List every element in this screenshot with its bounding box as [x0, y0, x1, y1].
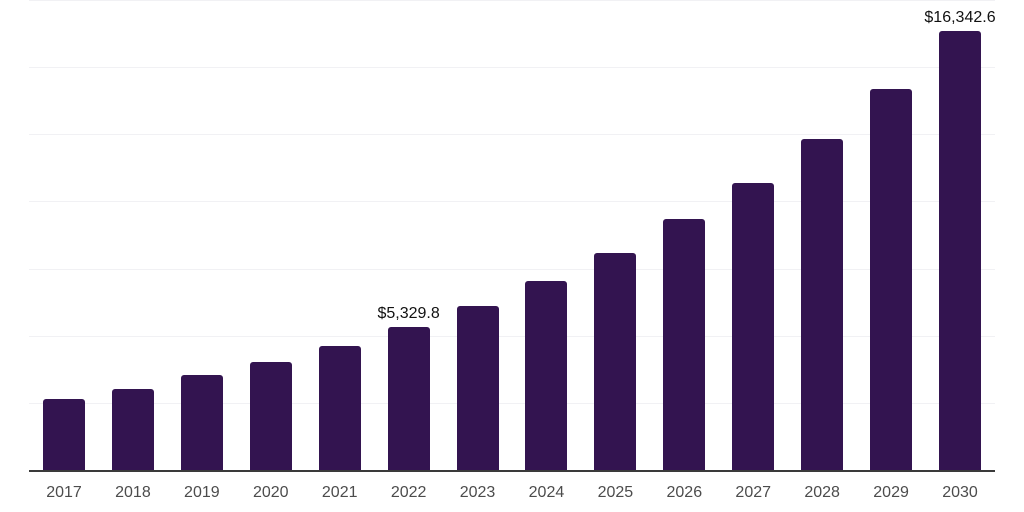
bar-value-label-2030: $16,342.6 — [924, 9, 996, 27]
x-tick-label-2026: 2026 — [666, 484, 703, 501]
bar-value-label-2022: $5,329.8 — [377, 304, 440, 322]
x-tick-label-2025: 2025 — [597, 484, 634, 501]
x-tick-label-2019: 2019 — [184, 484, 220, 501]
bar-2021[interactable] — [318, 345, 361, 470]
gridline — [29, 134, 995, 136]
gridline — [29, 268, 995, 270]
x-tick-label-2030: 2030 — [942, 484, 978, 501]
bar-2029[interactable] — [870, 89, 913, 470]
bar-2027[interactable] — [732, 182, 775, 470]
bar-2020[interactable] — [249, 362, 292, 470]
bar-2024[interactable] — [525, 280, 568, 470]
x-tick-label-2023: 2023 — [459, 484, 496, 501]
bar-2019[interactable] — [180, 375, 223, 470]
x-tick-label-2021: 2021 — [321, 484, 358, 501]
gridline — [29, 335, 995, 337]
gridline — [29, 402, 995, 404]
x-tick-label-2029: 2029 — [873, 484, 909, 501]
x-tick-label-2024: 2024 — [528, 484, 565, 501]
bar-2022[interactable] — [387, 326, 430, 470]
bar-2023[interactable] — [456, 305, 499, 470]
bar-2030[interactable] — [939, 31, 981, 470]
gridline — [29, 201, 995, 203]
x-tick-label-2020: 2020 — [252, 484, 289, 501]
x-tick-label-2027: 2027 — [735, 484, 772, 501]
x-tick-label-2022: 2022 — [390, 484, 427, 501]
bar-2025[interactable] — [594, 252, 637, 470]
x-axis-line — [29, 470, 995, 472]
bar-2028[interactable] — [801, 139, 844, 470]
bar-2018[interactable] — [111, 388, 154, 470]
x-tick-label-2018: 2018 — [115, 484, 151, 501]
bar-2017[interactable] — [43, 398, 85, 470]
gridline — [29, 0, 995, 1]
x-tick-label-2017: 2017 — [46, 484, 82, 501]
gridline — [29, 67, 995, 69]
bar-2026[interactable] — [663, 219, 706, 470]
x-tick-label-2028: 2028 — [804, 484, 840, 501]
